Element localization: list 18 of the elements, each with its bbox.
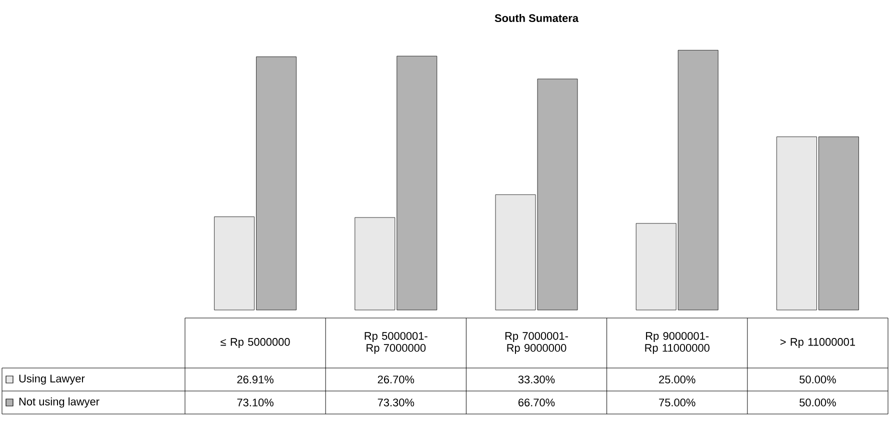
legend-label: Not using lawyer xyxy=(19,397,100,408)
data-label: 75.00% xyxy=(659,398,696,406)
data-label: 50.00% xyxy=(800,376,836,384)
data-label: 33.30% xyxy=(518,376,555,384)
data-label: 25.00% xyxy=(659,376,696,384)
x-tick-label: > Rp 11000001 xyxy=(780,338,855,348)
data-label: 66.70% xyxy=(518,398,555,406)
x-tick-label: Rp 9000001- Rp 11000000 xyxy=(645,332,710,354)
x-tick-label: ≤ Rp 5000000 xyxy=(220,338,290,348)
legend-label: Using Lawyer xyxy=(19,374,85,385)
data-label: 26.91% xyxy=(237,376,274,384)
data-label: 50.00% xyxy=(800,398,836,406)
data-label: 73.30% xyxy=(378,398,414,406)
chart-title: South Sumatera xyxy=(494,14,579,22)
data-label: 73.10% xyxy=(237,398,274,406)
x-tick-label: Rp 7000001- Rp 9000000 xyxy=(505,332,568,354)
x-tick-label: Rp 5000001- Rp 7000000 xyxy=(364,332,428,354)
data-label: 26.70% xyxy=(378,376,414,384)
